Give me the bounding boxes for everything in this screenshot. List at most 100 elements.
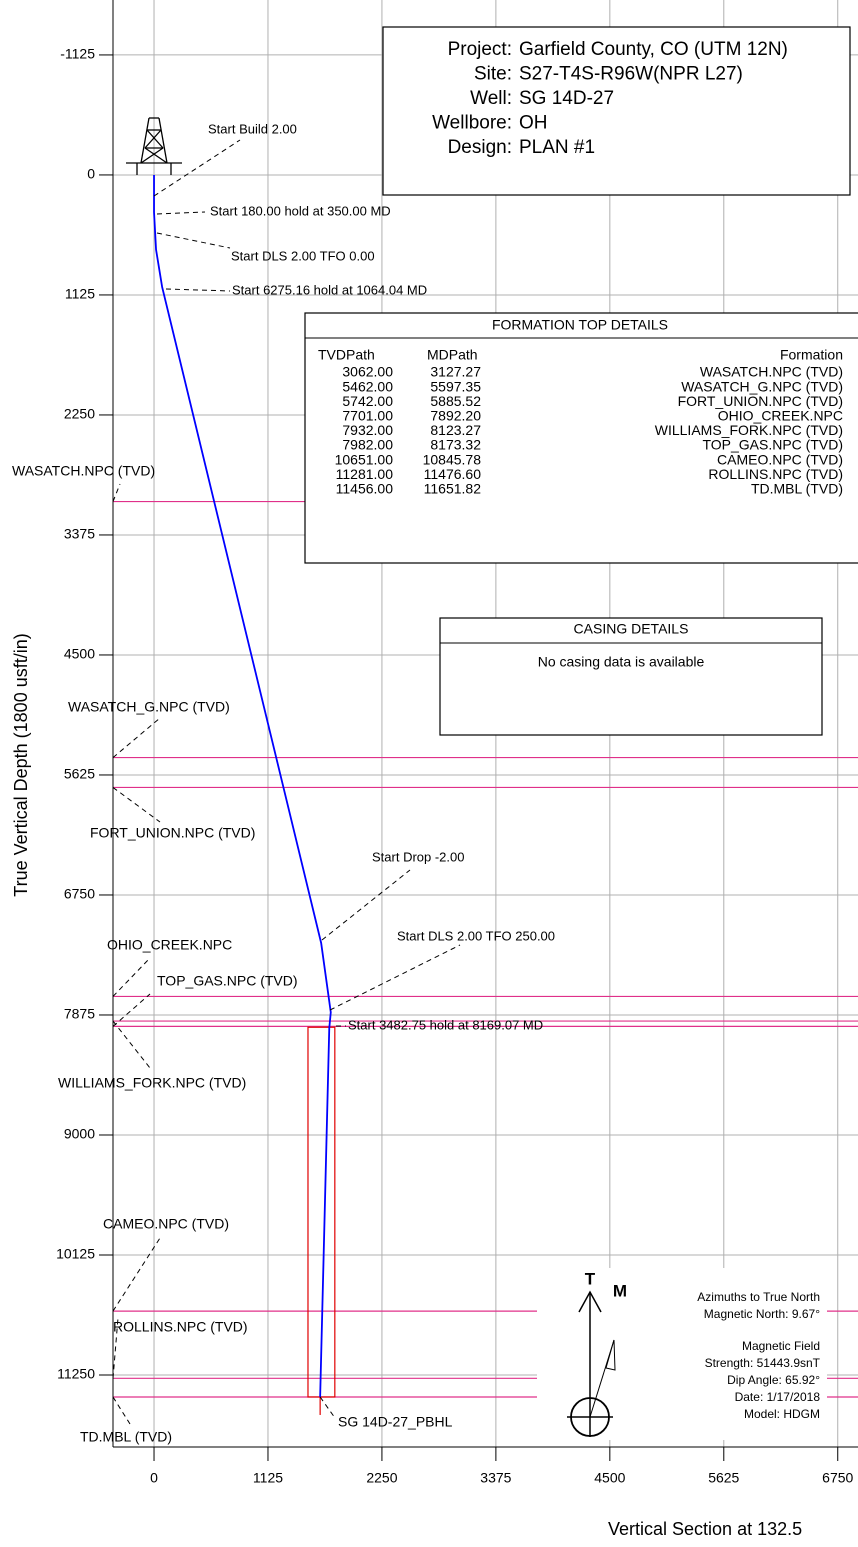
formation-label: WASATCH_G.NPC (TVD) — [68, 699, 230, 715]
y-tick-label: 5625 — [64, 766, 95, 782]
y-tick-label: 4500 — [64, 646, 95, 662]
north-note: Azimuths to True North — [697, 1290, 820, 1304]
info-value: S27-T4S-R96W(NPR L27) — [519, 64, 743, 85]
formation-leader — [112, 1020, 151, 1069]
target-box — [307, 1026, 336, 1398]
table-cell: TD.MBL (TVD) — [751, 481, 843, 497]
north-note: Strength: 51443.9snT — [705, 1356, 821, 1370]
y-tick-label: -1125 — [60, 46, 95, 62]
magnetic-label: M — [613, 1281, 627, 1300]
table-cell: 10845.78 — [423, 451, 482, 467]
info-value: PLAN #1 — [519, 137, 595, 158]
table-cell: OHIO_CREEK.NPC — [718, 408, 843, 424]
table-cell: CAMEO.NPC (TVD) — [717, 451, 843, 467]
info-key: Design: — [448, 137, 512, 158]
formation-label: TOP_GAS.NPC (TVD) — [157, 973, 298, 989]
table-cell: WASATCH_G.NPC (TVD) — [681, 378, 843, 394]
y-tick-label: 10125 — [56, 1246, 95, 1262]
north-note: Magnetic Field — [742, 1339, 820, 1353]
x-tick-label: 0 — [150, 1470, 158, 1486]
target-label: SG 14D-27_PBHL — [338, 1414, 453, 1430]
formation-label: TD.MBL (TVD) — [80, 1429, 172, 1445]
north-note: Date: 1/17/2018 — [735, 1390, 821, 1404]
annotation-leader — [156, 232, 231, 249]
formation-label: FORT_UNION.NPC (TVD) — [90, 825, 255, 841]
table-header: TVDPath — [318, 347, 375, 363]
table-cell: 10651.00 — [335, 451, 394, 467]
annotation: Start 180.00 hold at 350.00 MD — [210, 203, 391, 218]
magnetic-head — [605, 1339, 616, 1371]
y-tick-label: 3375 — [64, 526, 95, 542]
table-cell: 8123.27 — [430, 422, 481, 438]
table-cell: 7982.00 — [342, 437, 393, 453]
annotation: Start DLS 2.00 TFO 250.00 — [397, 928, 555, 943]
info-key: Project: — [448, 39, 512, 60]
formation-leader — [112, 957, 151, 997]
table-cell: 7892.20 — [430, 408, 481, 424]
table-cell: WASATCH.NPC (TVD) — [700, 364, 843, 380]
info-box — [382, 26, 851, 196]
formation-label: ROLLINS.NPC (TVD) — [113, 1319, 248, 1335]
north-note: Model: HDGM — [744, 1407, 820, 1421]
casing-box — [439, 617, 823, 736]
annotation: Start 6275.16 hold at 1064.04 MD — [232, 282, 427, 297]
formation-label: WILLIAMS_FORK.NPC (TVD) — [58, 1075, 246, 1091]
table-cell: 3062.00 — [342, 364, 393, 380]
north-panel — [537, 1268, 827, 1440]
formation-leader — [112, 1396, 131, 1425]
annotation: Start 3482.75 hold at 8169.07 MD — [348, 1017, 543, 1032]
table-cell: 11651.82 — [424, 481, 482, 497]
info-key: Well: — [470, 88, 512, 109]
formation-label: OHIO_CREEK.NPC — [107, 937, 232, 953]
x-tick-label: 3375 — [480, 1470, 511, 1486]
table-header: Formation — [780, 347, 843, 363]
y-axis-label: True Vertical Depth (1800 usft/in) — [11, 633, 31, 896]
casing-title: CASING DETAILS — [574, 621, 689, 637]
casing-message: No casing data is available — [538, 654, 705, 670]
table-cell: FORT_UNION.NPC (TVD) — [678, 393, 843, 409]
formation-leader — [112, 993, 151, 1027]
true-north-label: T — [585, 1269, 596, 1288]
table-cell: 3127.27 — [430, 364, 481, 380]
table-cell: 11476.60 — [424, 466, 482, 482]
info-value: OH — [519, 113, 548, 134]
formation-label: CAMEO.NPC (TVD) — [103, 1216, 229, 1232]
annotation-leader — [329, 944, 461, 1011]
formation-leader — [112, 1237, 161, 1312]
x-tick-label: 6750 — [822, 1470, 853, 1486]
table-cell: 11281.00 — [336, 466, 394, 482]
y-tick-label: 2250 — [64, 406, 95, 422]
table-cell: 7932.00 — [342, 422, 393, 438]
wellhead-icon — [126, 117, 182, 175]
well-path — [153, 174, 332, 1397]
table-cell: 5742.00 — [342, 393, 393, 409]
annotation-leader — [321, 869, 411, 941]
x-tick-label: 4500 — [594, 1470, 625, 1486]
x-tick-label: 1125 — [253, 1470, 283, 1486]
info-key: Wellbore: — [432, 113, 512, 134]
x-tick-label: 5625 — [708, 1470, 739, 1486]
formation-leader — [112, 483, 121, 502]
info-key: Site: — [474, 64, 512, 85]
annotation: Start Drop -2.00 — [372, 849, 465, 864]
table-cell: 5597.35 — [430, 378, 481, 394]
grid: 0 1125 2250 3375 4500 5625 6750 -1125 0 1125 2250 3… — [56, 0, 858, 1486]
y-tick-label: 6750 — [64, 886, 95, 902]
table-cell: 7701.00 — [342, 408, 393, 424]
panels: Project: Garfield County, CO (UTM 12N) Sit… — [304, 26, 858, 1440]
annotation-leader — [165, 288, 231, 292]
x-axis-label: Vertical Section at 132.5 — [608, 1519, 802, 1539]
table-cell: 8173.32 — [430, 437, 481, 453]
true-north-head — [578, 1290, 602, 1313]
table-cell: 5885.52 — [430, 393, 481, 409]
table-cell: 5462.00 — [342, 378, 393, 394]
formation-leader — [112, 787, 161, 823]
table-cell: WILLIAMS_FORK.NPC (TVD) — [655, 422, 843, 438]
annotation-leader — [153, 139, 241, 197]
annotation: Start Build 2.00 — [208, 121, 297, 136]
table-header: MDPath — [427, 347, 478, 363]
formation-leader — [112, 717, 161, 758]
info-value: Garfield County, CO (UTM 12N) — [519, 39, 788, 60]
annotation: Start DLS 2.00 TFO 0.00 — [231, 248, 375, 263]
